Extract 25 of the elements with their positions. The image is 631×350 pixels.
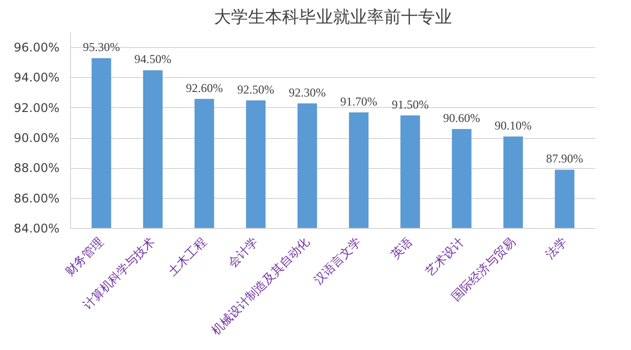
x-tick-label: 艺术设计	[422, 234, 467, 278]
data-label: 91.50%	[392, 97, 429, 112]
data-label: 92.30%	[288, 85, 326, 100]
x-tick-label: 法学	[542, 234, 570, 262]
chart-title: 大学生本科毕业就业率前十专业	[214, 8, 452, 28]
data-label: 94.50%	[134, 52, 172, 66]
y-tick-label: 84.00%	[14, 222, 60, 236]
y-tick-label: 88.00%	[14, 161, 60, 176]
y-tick-label: 92.00%	[14, 100, 60, 115]
y-tick-label: 94.00%	[14, 70, 60, 85]
data-label: 87.90%	[546, 152, 584, 166]
y-tick-label: 96.00%	[14, 40, 60, 55]
data-label: 92.50%	[237, 82, 274, 96]
data-label: 91.70%	[340, 94, 378, 108]
data-label: 90.10%	[494, 118, 532, 133]
data-label: 95.30%	[82, 40, 120, 54]
x-tick-label: 财务管理	[62, 234, 106, 278]
y-tick-label: 86.00%	[14, 191, 60, 206]
y-tick-label: 90.00%	[14, 131, 60, 146]
data-label: 90.60%	[443, 110, 480, 125]
x-tick-label: 土木工程	[165, 234, 210, 278]
data-label: 92.60%	[186, 80, 223, 95]
x-tick-label: 会计学	[225, 234, 261, 270]
x-tick-label: 汉语言文学	[311, 234, 364, 287]
x-tick-label: 英语	[388, 234, 416, 262]
